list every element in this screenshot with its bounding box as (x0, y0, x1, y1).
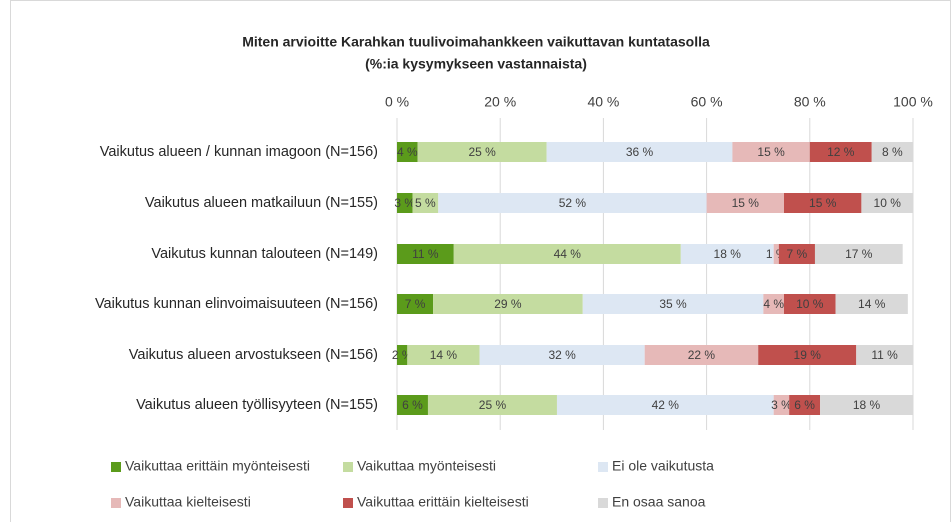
x-tick-label: 60 % (691, 94, 723, 110)
bar-segment (763, 294, 784, 314)
value-label: 14 % (430, 348, 458, 362)
legend-label: Vaikuttaa kielteisesti (125, 494, 251, 510)
bar-segment (556, 395, 774, 415)
chart-subtitle: (%:ia kysymykseen vastannaista) (365, 56, 587, 72)
y-tick-label: Vaikutus alueen työllisyyteen (N=155) (136, 397, 378, 413)
y-tick-label: Vaikutus kunnan talouteen (N=149) (151, 246, 378, 262)
value-label: 14 % (858, 297, 886, 311)
y-tick-label: Vaikutus alueen / kunnan imagoon (N=156) (100, 144, 378, 160)
bar-segment (417, 142, 547, 162)
legend-label: Vaikuttaa myönteisesti (357, 458, 496, 474)
value-label: 11 % (871, 348, 898, 362)
value-label: 42 % (652, 398, 680, 412)
value-label: 29 % (494, 297, 522, 311)
bar-segment (453, 244, 681, 264)
legend-label: Ei ole vaikutusta (612, 458, 714, 474)
value-label: 3 % (771, 398, 792, 412)
value-label: 15 % (757, 145, 785, 159)
value-label: 7 % (787, 247, 808, 261)
bar-segment (871, 142, 913, 162)
bar-segment (784, 294, 836, 314)
value-label: 17 % (845, 247, 873, 261)
bar-segment (407, 345, 480, 365)
x-tick-label: 0 % (385, 94, 409, 110)
value-label: 6 % (402, 398, 423, 412)
value-label: 25 % (479, 398, 507, 412)
legend-swatch (598, 498, 608, 508)
legend-swatch (111, 462, 121, 472)
value-label: 12 % (827, 145, 855, 159)
bar-segment (861, 193, 913, 213)
value-label: 6 % (794, 398, 815, 412)
x-tick-label: 20 % (484, 94, 516, 110)
legend-swatch (111, 498, 121, 508)
value-label: 15 % (732, 196, 760, 210)
bar-segment (773, 244, 779, 264)
bar-segment (427, 395, 557, 415)
bar-segment (479, 345, 645, 365)
bar-segment (546, 142, 733, 162)
chart-title: Miten arvioitte Karahkan tuulivoimahankk… (242, 34, 710, 50)
bar-segment (789, 395, 821, 415)
value-label: 10 % (796, 297, 824, 311)
bar-segment (397, 294, 434, 314)
value-label: 52 % (559, 196, 587, 210)
bar-segment (397, 345, 408, 365)
y-tick-label: Vaikutus alueen arvostukseen (N=156) (129, 347, 378, 363)
value-label: 5 % (415, 196, 436, 210)
value-label: 7 % (405, 297, 426, 311)
bar-segment (732, 142, 810, 162)
legend-swatch (343, 462, 353, 472)
bar-segment (706, 193, 784, 213)
bar-segment (856, 345, 913, 365)
bar-segment (758, 345, 857, 365)
chart-frame (10, 0, 951, 522)
bar-segment (582, 294, 764, 314)
bar-segment (412, 193, 439, 213)
bar-segment (397, 244, 454, 264)
value-label: 3 % (394, 196, 415, 210)
bar-segment (814, 244, 903, 264)
value-label: 18 % (853, 398, 881, 412)
bar-segment (820, 395, 913, 415)
y-tick-label: Vaikutus alueen matkailuun (N=155) (145, 195, 378, 211)
bar-segment (397, 142, 418, 162)
legend-swatch (598, 462, 608, 472)
value-label: 44 % (554, 247, 582, 261)
bar-segment (644, 345, 759, 365)
value-label: 11 % (412, 247, 439, 261)
value-label: 15 % (809, 196, 837, 210)
bar-segment (433, 294, 583, 314)
legend-swatch (343, 498, 353, 508)
legend-label: Vaikuttaa erittäin kielteisesti (357, 494, 529, 510)
value-label: 10 % (874, 196, 902, 210)
legend-label: En osaa sanoa (612, 494, 706, 510)
value-label: 4 % (763, 297, 784, 311)
value-label: 32 % (548, 348, 576, 362)
bar-segment (773, 395, 790, 415)
bar-segment (784, 193, 862, 213)
value-label: 18 % (714, 247, 742, 261)
value-label: 22 % (688, 348, 716, 362)
bar-segment (438, 193, 707, 213)
value-label: 36 % (626, 145, 654, 159)
legend-label: Vaikuttaa erittäin myönteisesti (125, 458, 310, 474)
value-label: 4 % (397, 145, 418, 159)
y-tick-label: Vaikutus kunnan elinvoimaisuuteen (N=156… (95, 296, 378, 312)
x-tick-label: 100 % (893, 94, 933, 110)
bar-segment (835, 294, 908, 314)
value-label: 8 % (882, 145, 903, 159)
bar-segment (809, 142, 872, 162)
bar-segment (680, 244, 774, 264)
bar-segment (397, 193, 413, 213)
bar-segment (397, 395, 428, 415)
value-label: 35 % (659, 297, 687, 311)
bar-segment (778, 244, 815, 264)
x-tick-label: 80 % (794, 94, 826, 110)
value-label: 19 % (794, 348, 822, 362)
value-label: 25 % (468, 145, 496, 159)
x-tick-label: 40 % (587, 94, 619, 110)
